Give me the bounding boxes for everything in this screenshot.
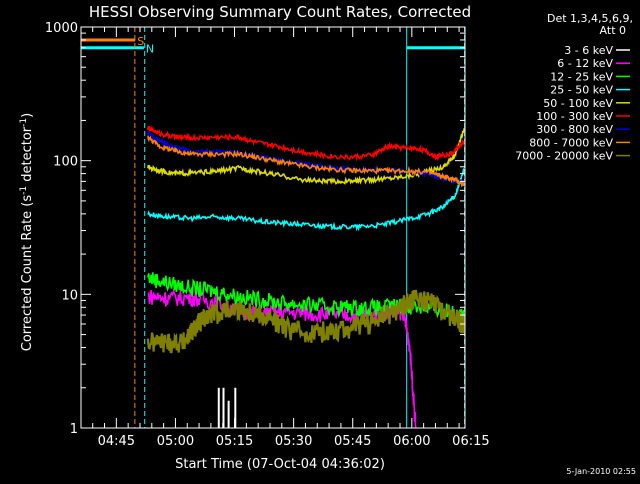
series-line xyxy=(147,167,465,232)
y-axis-label-part: ) xyxy=(20,113,35,118)
legend-label: 800 - 7000 keV xyxy=(529,136,613,149)
series-line xyxy=(147,128,465,185)
y-tick-label: 10 xyxy=(61,288,78,303)
y-tick-label: 1000 xyxy=(45,21,78,36)
y-axis-label-exponent: -1 xyxy=(19,186,29,195)
legend-label: 100 - 300 keV xyxy=(536,110,613,123)
x-tick-label: 05:15 xyxy=(216,434,253,449)
y-tick-label: 100 xyxy=(53,155,78,170)
footer-timestamp: 5-Jan-2010 02:55 xyxy=(566,467,636,476)
series-line xyxy=(146,289,466,354)
y-axis-label-part: Corrected Count Rate (s xyxy=(20,195,35,352)
x-tick-label: 06:00 xyxy=(393,434,430,449)
legend-label: 3 - 6 keV xyxy=(564,44,613,57)
legend-label: 300 - 800 keV xyxy=(536,123,613,136)
legend-header-line: Det 1,3,4,5,6,9, xyxy=(547,12,633,25)
x-tick-label: 05:30 xyxy=(275,434,312,449)
x-tick-label: 05:45 xyxy=(334,434,371,449)
y-tick-label: 1 xyxy=(70,422,78,437)
legend-label: 50 - 100 keV xyxy=(543,97,613,110)
plot-layer: SN 1 10 100 1000 04:45 05:00 05:15 05:30 05:45 06:… xyxy=(45,21,490,449)
legend-label: 12 - 25 keV xyxy=(550,70,613,83)
x-axis-label: Start Time (07-Oct-04 04:36:02) xyxy=(175,457,385,472)
flag-label-n: N xyxy=(146,43,154,56)
series-line xyxy=(147,125,465,162)
chart-title: HESSI Observing Summary Count Rates, Cor… xyxy=(89,3,471,21)
x-tick-label: 04:45 xyxy=(98,434,135,449)
flag-label-s: S xyxy=(137,35,144,48)
legend-label: 25 - 50 keV xyxy=(550,84,613,97)
series-line xyxy=(147,135,465,188)
y-axis-label: Corrected Count Rate (s-1 detector-1) xyxy=(19,113,35,351)
y-axis-label-part: detector xyxy=(20,126,35,186)
plot-frame xyxy=(80,26,466,429)
series-line xyxy=(147,129,465,186)
legend-label: 7000 - 20000 keV xyxy=(515,150,613,163)
legend-header-line: Att 0 xyxy=(600,24,626,37)
legend-label: 6 - 12 keV xyxy=(557,57,613,70)
x-tick-label: 06:15 xyxy=(452,434,489,449)
x-tick-label: 05:00 xyxy=(157,434,194,449)
y-axis-label-exponent: -1 xyxy=(19,118,29,127)
